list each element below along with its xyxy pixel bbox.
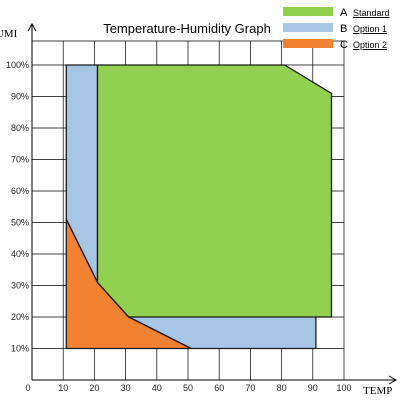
legend-label-c: Option 2 xyxy=(353,40,387,50)
legend-label-a: Standard xyxy=(353,8,390,18)
y-tick-label: 100% xyxy=(6,60,29,70)
y-axis-label: HUMI xyxy=(0,28,18,40)
legend-swatch-a xyxy=(283,7,333,16)
legend-swatch-b xyxy=(283,23,333,32)
series-areas xyxy=(65,64,333,350)
axes: 0 10 20 30 40 50 60 70 80 90 100 10% 20% 30% 40% 50% 60%… xyxy=(6,22,398,393)
y-axis-arrow xyxy=(27,22,37,32)
legend-swatch-c xyxy=(283,39,333,48)
x-tick-label: 100 xyxy=(336,383,351,393)
y-tick-label: 70% xyxy=(11,155,29,165)
x-tick-label: 20 xyxy=(89,383,99,393)
x-tick-label: 80 xyxy=(277,383,287,393)
y-tick-label: 10% xyxy=(11,344,29,354)
x-tick-label: 40 xyxy=(152,383,162,393)
y-tick-label: 30% xyxy=(11,281,29,291)
chart-title: Temperature-Humidity Graph xyxy=(103,21,271,36)
x-tick-label: 10 xyxy=(58,383,68,393)
legend-key-a: A xyxy=(340,7,348,19)
legend-key-b: B xyxy=(340,23,347,35)
x-tick-label: 0 xyxy=(25,383,30,393)
series-area-c xyxy=(65,218,192,350)
x-tick-label: 60 xyxy=(214,383,224,393)
legend-key-c: C xyxy=(340,39,348,51)
y-tick-label: 40% xyxy=(11,249,29,259)
y-tick-label: 90% xyxy=(11,92,29,102)
x-axis-arrow xyxy=(388,375,398,385)
legend-label-b: Option 1 xyxy=(353,24,387,34)
x-tick-label: 50 xyxy=(183,383,193,393)
x-tick-label: 90 xyxy=(308,383,318,393)
y-tick-label: 60% xyxy=(11,186,29,196)
y-tick-label: 20% xyxy=(11,312,29,322)
x-axis-label: TEMP xyxy=(363,385,392,397)
y-tick-label: 50% xyxy=(11,218,29,228)
x-tick-label: 70 xyxy=(245,383,255,393)
series-area-a xyxy=(96,64,333,318)
y-tick-label: 80% xyxy=(11,123,29,133)
x-tick-label: 30 xyxy=(121,383,131,393)
legend: A Standard B Option 1 C Option 2 xyxy=(283,7,390,51)
